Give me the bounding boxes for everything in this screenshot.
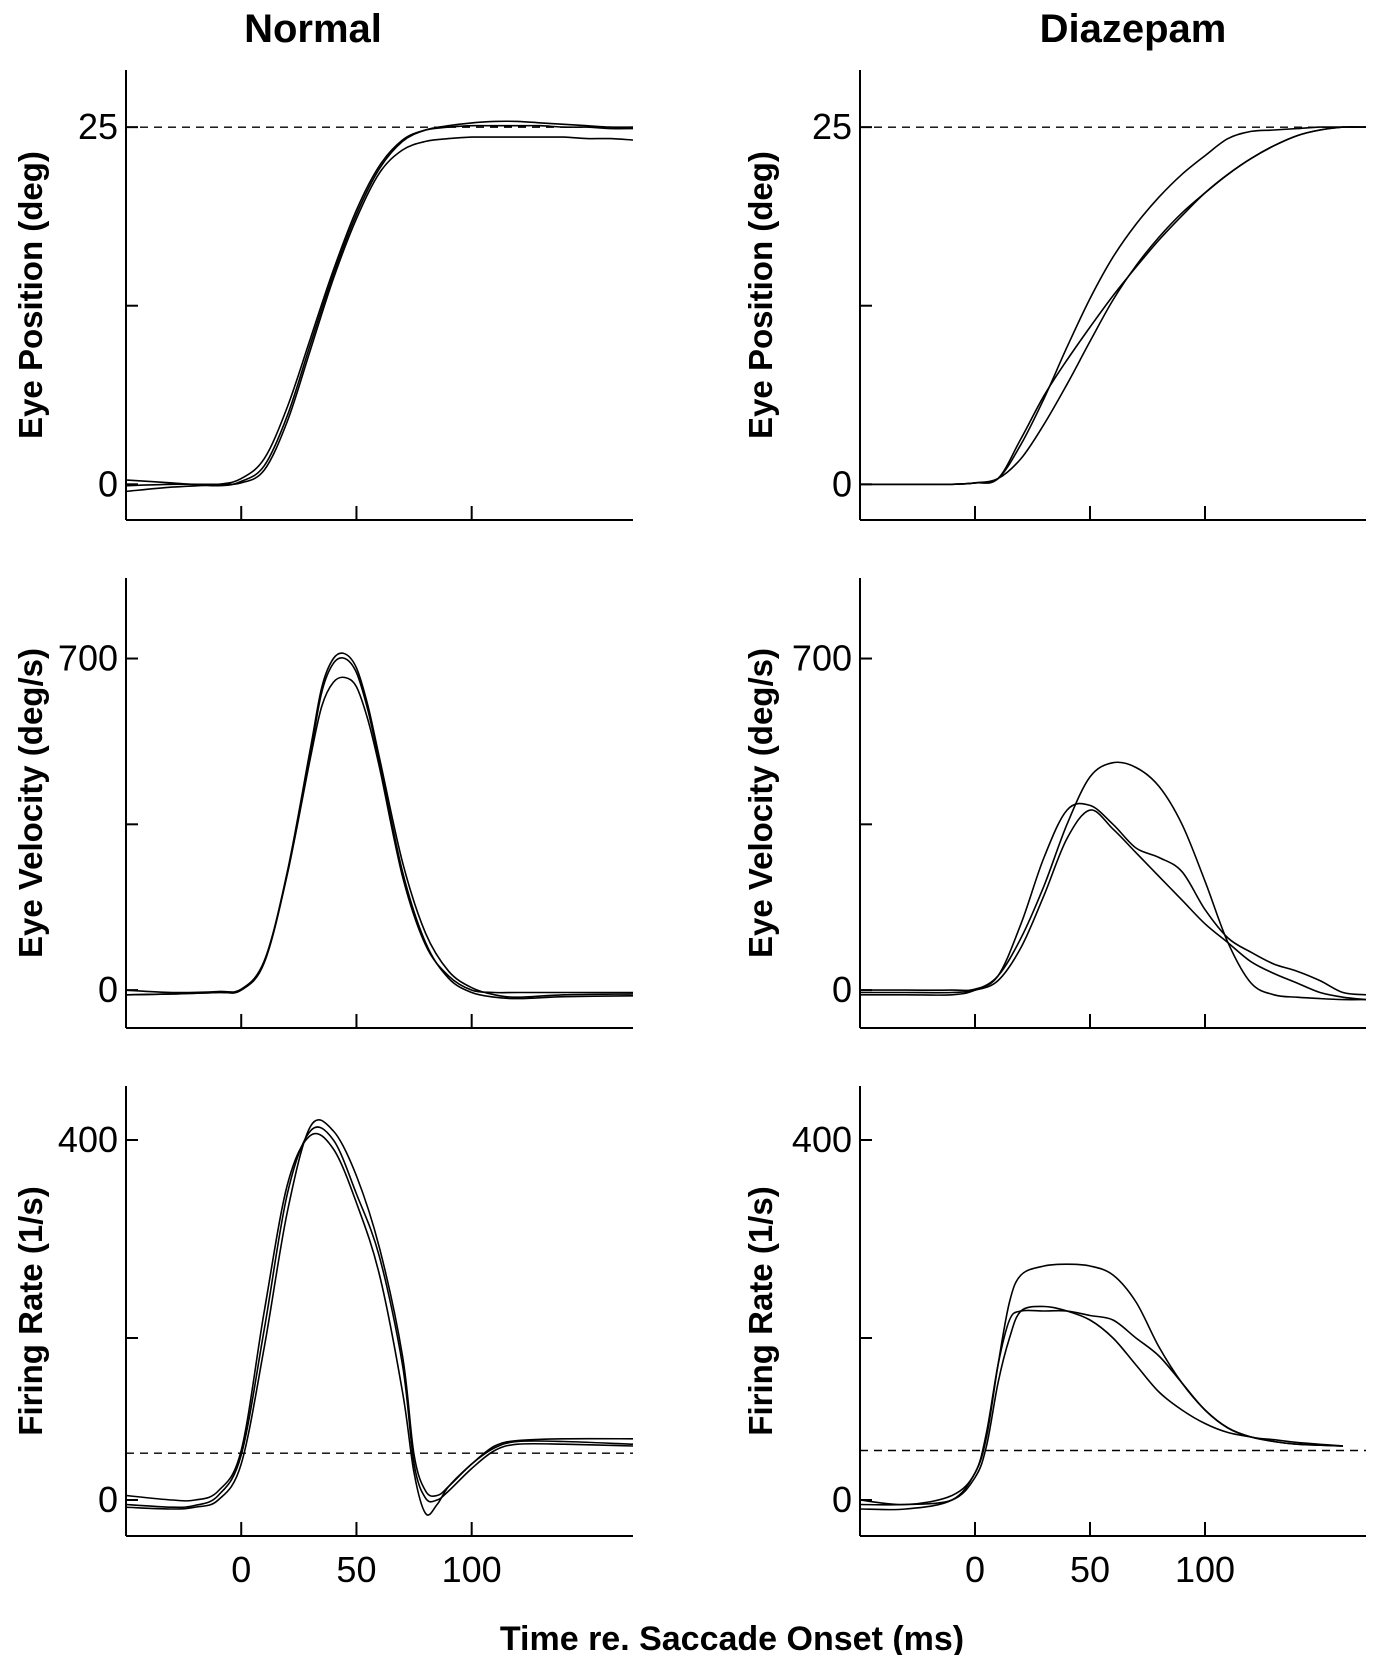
y-tick-label: 400 — [58, 1119, 118, 1160]
series-line — [125, 676, 633, 994]
x-tick-label: 50 — [336, 1549, 376, 1590]
series-line — [860, 809, 1367, 1001]
y-tick-label: 700 — [792, 638, 852, 679]
x-tick-label: 100 — [1175, 1549, 1235, 1590]
series-line — [859, 1309, 1344, 1506]
y-axis-label: Eye Position (deg) — [742, 151, 779, 439]
series-line — [860, 126, 1367, 486]
y-tick-label: 700 — [58, 638, 118, 679]
chart-panel-4: 0 400 0 50 100 Firing Rate (1/s) — [12, 1086, 634, 1590]
chart-panel-0: 0 25 Eye Position (deg) — [12, 70, 634, 521]
chart-panel-5: 0 400 0 50 100 Firing Rate (1/s) — [742, 1086, 1366, 1590]
x-tick-label: 0 — [231, 1549, 251, 1590]
y-axis-label: Eye Velocity (deg/s) — [742, 648, 779, 958]
series-line — [125, 1119, 634, 1510]
y-tick-label: 25 — [78, 106, 118, 147]
y-tick-label: 0 — [98, 969, 118, 1010]
column-title-normal: Normal — [244, 7, 382, 51]
series-line — [125, 652, 634, 999]
series-line — [125, 1126, 634, 1509]
y-axis-label: Eye Velocity (deg/s) — [12, 648, 49, 958]
series-line — [125, 1132, 634, 1516]
y-tick-label: 0 — [832, 463, 852, 504]
y-axis-label: Firing Rate (1/s) — [742, 1186, 779, 1435]
y-tick-label: 0 — [832, 1479, 852, 1520]
series-line — [125, 136, 634, 487]
y-tick-label: 0 — [832, 969, 852, 1010]
x-tick-label: 0 — [965, 1549, 985, 1590]
y-axis-label: Eye Position (deg) — [12, 151, 49, 439]
series-line — [860, 761, 1367, 1001]
column-title-diazepam: Diazepam — [1040, 7, 1227, 51]
y-tick-label: 400 — [792, 1119, 852, 1160]
y-tick-label: 0 — [98, 1479, 118, 1520]
chart-panel-1: 0 25 Eye Position (deg) — [742, 70, 1367, 521]
y-tick-label: 25 — [812, 106, 852, 147]
series-line — [125, 124, 634, 493]
series-line — [125, 120, 634, 487]
chart-panel-3: 0 700 Eye Velocity (deg/s) — [742, 578, 1367, 1029]
series-line — [860, 126, 1367, 486]
series-line — [859, 1263, 1344, 1511]
series-line — [125, 656, 634, 1000]
series-line — [860, 126, 1366, 486]
series-line — [859, 802, 1367, 996]
y-tick-label: 0 — [98, 463, 118, 504]
x-tick-label: 50 — [1070, 1549, 1110, 1590]
x-axis-label: Time re. Saccade Onset (ms) — [500, 1620, 964, 1655]
x-tick-label: 100 — [442, 1549, 502, 1590]
y-axis-label: Firing Rate (1/s) — [12, 1186, 49, 1435]
panels: 0 25 Eye Position (deg) 0 25 Eye Position (de… — [12, 70, 1367, 1590]
series-line — [859, 1305, 1344, 1506]
